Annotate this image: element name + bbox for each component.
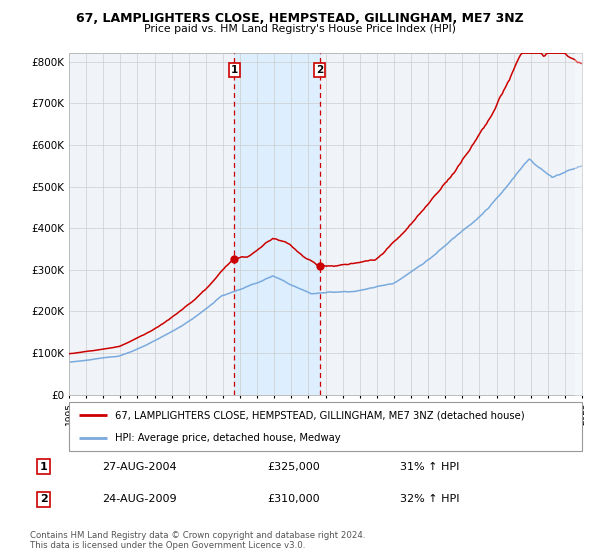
- Bar: [234, 53, 320, 395]
- Text: 31% ↑ HPI: 31% ↑ HPI: [400, 461, 459, 472]
- Text: HPI: Average price, detached house, Medway: HPI: Average price, detached house, Medw…: [115, 433, 341, 444]
- Text: 32% ↑ HPI: 32% ↑ HPI: [400, 494, 460, 505]
- Text: £325,000: £325,000: [268, 461, 320, 472]
- Text: 24-AUG-2009: 24-AUG-2009: [102, 494, 176, 505]
- FancyBboxPatch shape: [69, 402, 582, 451]
- Text: Price paid vs. HM Land Registry's House Price Index (HPI): Price paid vs. HM Land Registry's House …: [144, 24, 456, 34]
- Text: 67, LAMPLIGHTERS CLOSE, HEMPSTEAD, GILLINGHAM, ME7 3NZ (detached house): 67, LAMPLIGHTERS CLOSE, HEMPSTEAD, GILLI…: [115, 410, 525, 421]
- Text: 2: 2: [316, 65, 323, 75]
- Text: 1: 1: [40, 461, 47, 472]
- Text: 2: 2: [40, 494, 47, 505]
- Text: 1: 1: [230, 65, 238, 75]
- Text: £310,000: £310,000: [268, 494, 320, 505]
- Text: 67, LAMPLIGHTERS CLOSE, HEMPSTEAD, GILLINGHAM, ME7 3NZ: 67, LAMPLIGHTERS CLOSE, HEMPSTEAD, GILLI…: [76, 12, 524, 25]
- Text: 27-AUG-2004: 27-AUG-2004: [102, 461, 176, 472]
- Text: Contains HM Land Registry data © Crown copyright and database right 2024.
This d: Contains HM Land Registry data © Crown c…: [30, 531, 365, 550]
